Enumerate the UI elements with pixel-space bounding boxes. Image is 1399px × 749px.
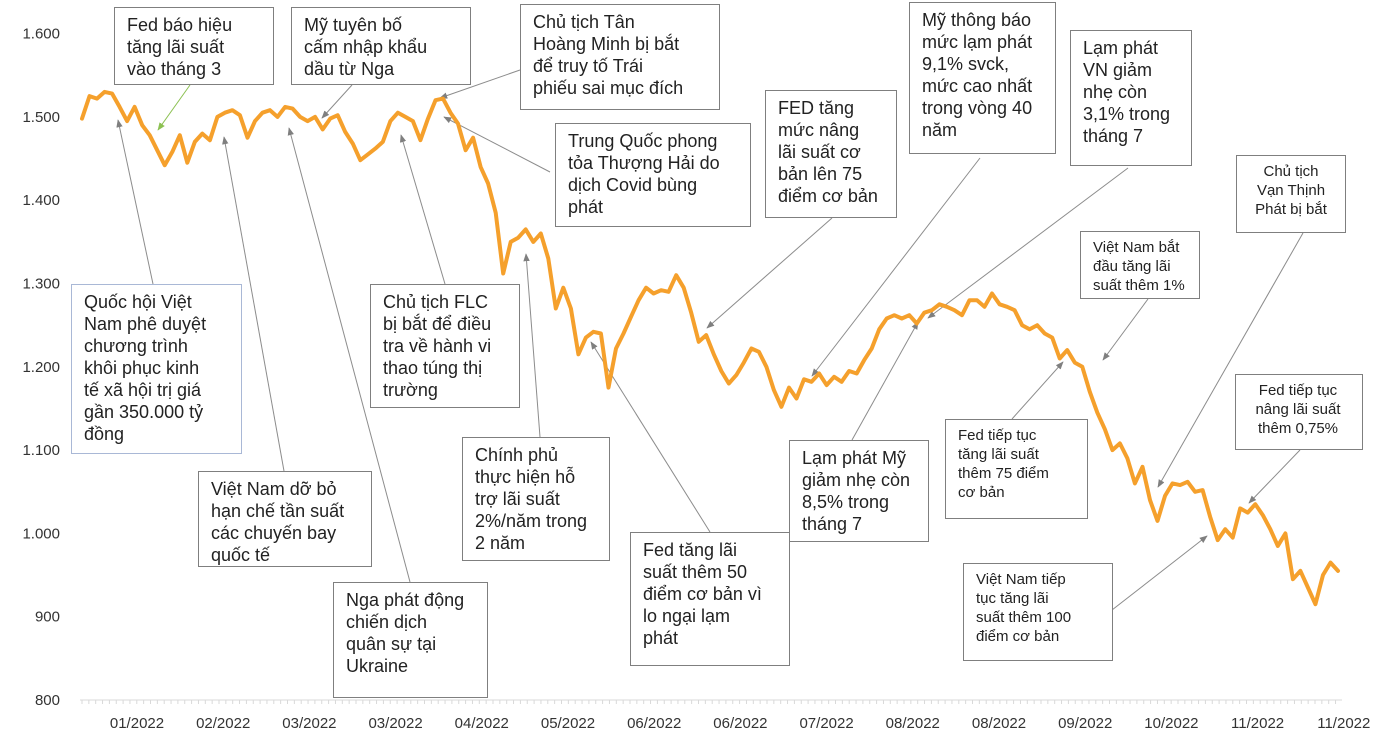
annotation-connector xyxy=(1248,449,1301,504)
annotation-fed-0-75: Fed tiếp tục nâng lãi suất thêm 0,75% xyxy=(1235,374,1363,450)
x-tick-label: 06/2022 xyxy=(713,715,767,732)
annotation-connectors xyxy=(116,69,1304,611)
y-axis: 800 900 1.000 1.100 1.200 1.300 1.400 1.500 1.60… xyxy=(22,26,60,709)
annotation-connector xyxy=(851,321,919,441)
x-tick-label: 05/2022 xyxy=(541,715,595,732)
series-line xyxy=(80,89,1340,607)
y-tick-label: 1.400 xyxy=(22,192,60,209)
x-tick-label: 08/2022 xyxy=(972,715,1026,732)
y-tick-label: 1.500 xyxy=(22,109,60,126)
annotation-vn-recovery-program: Quốc hội Việt Nam phê duyệt chương trình… xyxy=(71,284,242,454)
annotation-fed-50-bps: Fed tăng lãi suất thêm 50 điểm cơ bản vì… xyxy=(630,532,790,666)
annotation-fed-75-bps-again: Fed tiếp tục tăng lãi suất thêm 75 điểm … xyxy=(945,419,1088,519)
x-tick-label: 10/2022 xyxy=(1144,715,1198,732)
annotation-interest-support: Chính phủ thực hiện hỗ trợ lãi suất 2%/n… xyxy=(462,437,610,561)
annotation-tan-hoang-minh: Chủ tịch Tân Hoàng Minh bị bắt để truy t… xyxy=(520,4,720,110)
annotation-us-russia-oil-ban: Mỹ tuyên bố cấm nhập khẩu dầu từ Nga xyxy=(291,7,471,85)
x-axis: 01/2022 02/2022 03/2022 03/2022 04/2022 05/20… xyxy=(80,699,1370,732)
annotation-connector xyxy=(1011,361,1064,420)
annotation-connector xyxy=(811,157,981,377)
annotation-connector xyxy=(927,167,1129,319)
annotation-connector xyxy=(1157,232,1304,488)
y-tick-label: 800 xyxy=(35,692,60,709)
x-tick-label: 04/2022 xyxy=(455,715,509,732)
annotation-vn-inflation-3-1: Lạm phát VN giảm nhẹ còn 3,1% trong thán… xyxy=(1070,30,1192,166)
y-tick-label: 1.300 xyxy=(22,276,60,293)
y-tick-label: 900 xyxy=(35,609,60,626)
annotation-connector xyxy=(157,84,191,131)
annotation-connector xyxy=(287,127,411,583)
y-tick-label: 1.600 xyxy=(22,26,60,43)
x-tick-label: 01/2022 xyxy=(110,715,164,732)
x-tick-label: 03/2022 xyxy=(368,715,422,732)
x-tick-label: 11/2022 xyxy=(1231,715,1284,732)
x-tick-label: 06/2022 xyxy=(627,715,681,732)
annotation-connector xyxy=(399,134,446,285)
x-tick-label: 03/2022 xyxy=(282,715,336,732)
annotation-flc-chairman: Chủ tịch FLC bị bắt để điều tra về hành … xyxy=(370,284,520,408)
annotation-fed-75-bps: FED tăng mức nâng lãi suất cơ bản lên 75… xyxy=(765,90,897,218)
annotation-connector xyxy=(116,119,154,285)
annotation-shanghai-lockdown: Trung Quốc phong tỏa Thượng Hải do dịch … xyxy=(555,123,751,227)
y-tick-label: 1.100 xyxy=(22,442,60,459)
annotation-connector xyxy=(222,136,285,472)
x-tick-label: 07/2022 xyxy=(799,715,853,732)
annotation-vn-rate-1-percent: Việt Nam bắt đầu tăng lãi suất thêm 1% xyxy=(1080,231,1200,299)
annotation-us-inflation-8-5: Lạm phát Mỹ giảm nhẹ còn 8,5% trong thán… xyxy=(789,440,929,542)
annotation-vn-100-bps: Việt Nam tiếp tục tăng lãi suất thêm 100… xyxy=(963,563,1113,661)
annotation-us-inflation-9-1: Mỹ thông báo mức lạm phát 9,1% svck, mức… xyxy=(909,2,1056,154)
annotation-vn-flights: Việt Nam dỡ bỏ hạn chế tần suất các chuy… xyxy=(198,471,372,567)
annotation-fed-signal-march: Fed báo hiệu tăng lãi suất vào tháng 3 xyxy=(114,7,274,85)
annotation-connector xyxy=(1102,298,1149,361)
annotation-connector xyxy=(321,84,353,119)
x-tick-label: 09/2022 xyxy=(1058,715,1112,732)
y-tick-label: 1.200 xyxy=(22,359,60,376)
annotation-russia-ukraine: Nga phát động chiến dịch quân sự tại Ukr… xyxy=(333,582,488,698)
annotation-connector xyxy=(523,253,541,438)
annotation-connector xyxy=(439,69,521,99)
annotation-connector xyxy=(706,217,833,329)
annotation-connector xyxy=(443,116,551,173)
x-tick-label: 02/2022 xyxy=(196,715,250,732)
y-tick-label: 1.000 xyxy=(22,525,60,542)
annotation-connector xyxy=(1111,535,1208,611)
annotation-van-thinh-phat: Chủ tịch Vạn Thịnh Phát bị bắt xyxy=(1236,155,1346,233)
x-tick-label: 11/2022 xyxy=(1317,715,1370,732)
x-tick-label: 08/2022 xyxy=(886,715,940,732)
